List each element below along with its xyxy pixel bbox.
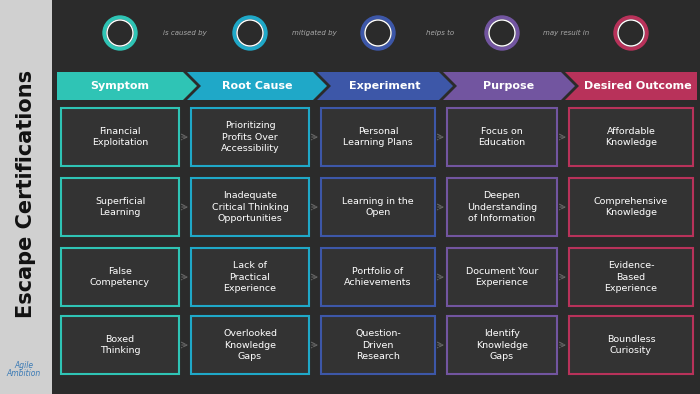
Text: Identify
Knowledge
Gaps: Identify Knowledge Gaps [476, 329, 528, 361]
Circle shape [233, 16, 267, 50]
FancyBboxPatch shape [321, 178, 435, 236]
Text: Personal
Learning Plans: Personal Learning Plans [343, 127, 413, 147]
Text: Escape Certifications: Escape Certifications [16, 70, 36, 318]
FancyBboxPatch shape [569, 248, 693, 306]
Text: Question-
Driven
Research: Question- Driven Research [355, 329, 401, 361]
Text: Root Cause: Root Cause [222, 81, 293, 91]
FancyBboxPatch shape [191, 178, 309, 236]
FancyBboxPatch shape [321, 248, 435, 306]
Circle shape [489, 20, 515, 46]
FancyBboxPatch shape [61, 316, 179, 374]
Text: Comprehensive
Knowledge: Comprehensive Knowledge [594, 197, 668, 217]
Circle shape [237, 20, 263, 46]
Text: Purpose: Purpose [484, 81, 535, 91]
Polygon shape [187, 72, 327, 100]
Text: mitigated by: mitigated by [292, 30, 337, 36]
Circle shape [485, 16, 519, 50]
FancyBboxPatch shape [569, 178, 693, 236]
FancyBboxPatch shape [191, 108, 309, 166]
FancyBboxPatch shape [191, 248, 309, 306]
Text: Boundless
Curiosity: Boundless Curiosity [607, 335, 655, 355]
Polygon shape [565, 72, 697, 100]
Text: Lack of
Practical
Experience: Lack of Practical Experience [223, 261, 276, 293]
FancyBboxPatch shape [61, 108, 179, 166]
Text: Superficial
Learning: Superficial Learning [95, 197, 145, 217]
Polygon shape [57, 72, 197, 100]
Circle shape [232, 15, 268, 51]
Polygon shape [317, 72, 453, 100]
Text: Prioritizing
Profits Over
Accessibility: Prioritizing Profits Over Accessibility [220, 121, 279, 152]
Text: may result in: may result in [543, 30, 589, 36]
FancyBboxPatch shape [569, 108, 693, 166]
Text: Experiment: Experiment [349, 81, 421, 91]
Circle shape [618, 20, 644, 46]
Polygon shape [443, 72, 575, 100]
Text: helps to: helps to [426, 30, 454, 36]
Circle shape [361, 16, 395, 50]
Text: Overlooked
Knowledge
Gaps: Overlooked Knowledge Gaps [223, 329, 277, 361]
Text: Deepen
Understanding
of Information: Deepen Understanding of Information [467, 191, 537, 223]
Circle shape [103, 16, 137, 50]
Circle shape [613, 15, 649, 51]
Text: Document Your
Experience: Document Your Experience [466, 267, 538, 287]
FancyBboxPatch shape [447, 248, 557, 306]
Circle shape [484, 15, 520, 51]
Text: Financial
Exploitation: Financial Exploitation [92, 127, 148, 147]
Text: Desired Outcome: Desired Outcome [584, 81, 692, 91]
FancyBboxPatch shape [569, 316, 693, 374]
FancyBboxPatch shape [447, 178, 557, 236]
Text: Portfolio of
Achievements: Portfolio of Achievements [344, 267, 412, 287]
FancyBboxPatch shape [447, 108, 557, 166]
Text: Boxed
Thinking: Boxed Thinking [99, 335, 140, 355]
FancyBboxPatch shape [321, 316, 435, 374]
FancyBboxPatch shape [61, 248, 179, 306]
Text: False
Competency: False Competency [90, 267, 150, 287]
Circle shape [365, 20, 391, 46]
FancyBboxPatch shape [0, 0, 52, 394]
Text: Inadequate
Critical Thinking
Opportunities: Inadequate Critical Thinking Opportuniti… [211, 191, 288, 223]
Circle shape [102, 15, 138, 51]
Circle shape [107, 20, 133, 46]
Text: Agile: Agile [15, 361, 34, 370]
Text: is caused by: is caused by [163, 30, 207, 36]
FancyBboxPatch shape [61, 178, 179, 236]
FancyBboxPatch shape [191, 316, 309, 374]
Circle shape [614, 16, 648, 50]
Text: Evidence-
Based
Experience: Evidence- Based Experience [605, 261, 657, 293]
Text: Affordable
Knowledge: Affordable Knowledge [605, 127, 657, 147]
FancyBboxPatch shape [321, 108, 435, 166]
FancyBboxPatch shape [447, 316, 557, 374]
Circle shape [360, 15, 396, 51]
Text: Focus on
Education: Focus on Education [478, 127, 526, 147]
Text: Learning in the
Open: Learning in the Open [342, 197, 414, 217]
Text: Ambition: Ambition [7, 370, 41, 379]
Text: Symptom: Symptom [90, 81, 150, 91]
